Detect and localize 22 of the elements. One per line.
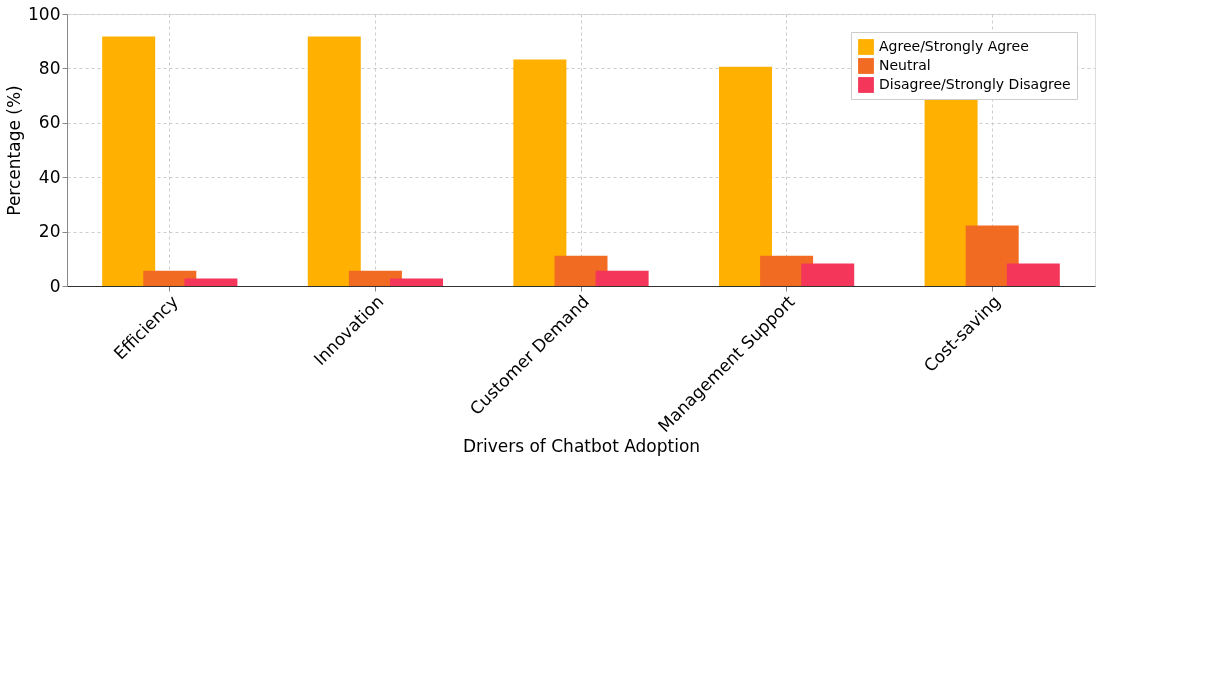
- bar: [390, 278, 444, 286]
- bar: [965, 225, 1019, 286]
- bar: [513, 59, 567, 286]
- y-tick-label: 80: [38, 57, 61, 78]
- legend-label: Neutral: [879, 57, 931, 73]
- y-axis-title: Percentage (%): [4, 85, 25, 216]
- bar: [595, 270, 649, 286]
- bar: [801, 263, 855, 286]
- y-tick-label: 0: [49, 275, 61, 296]
- y-tick-label: 60: [38, 112, 61, 133]
- bar: [307, 36, 361, 286]
- bar: [924, 97, 978, 286]
- legend-label: Agree/Strongly Agree: [879, 38, 1029, 54]
- y-tick-label: 40: [38, 166, 61, 187]
- bar: [718, 66, 772, 286]
- y-tick-label: 100: [28, 3, 61, 24]
- y-tick-label: 20: [38, 221, 61, 242]
- x-axis-title: Drivers of Chatbot Adoption: [462, 436, 701, 457]
- bar: [184, 278, 238, 286]
- bar: [102, 36, 156, 286]
- bar: [1006, 263, 1060, 286]
- legend-label: Disagree/Strongly Disagree: [879, 76, 1071, 92]
